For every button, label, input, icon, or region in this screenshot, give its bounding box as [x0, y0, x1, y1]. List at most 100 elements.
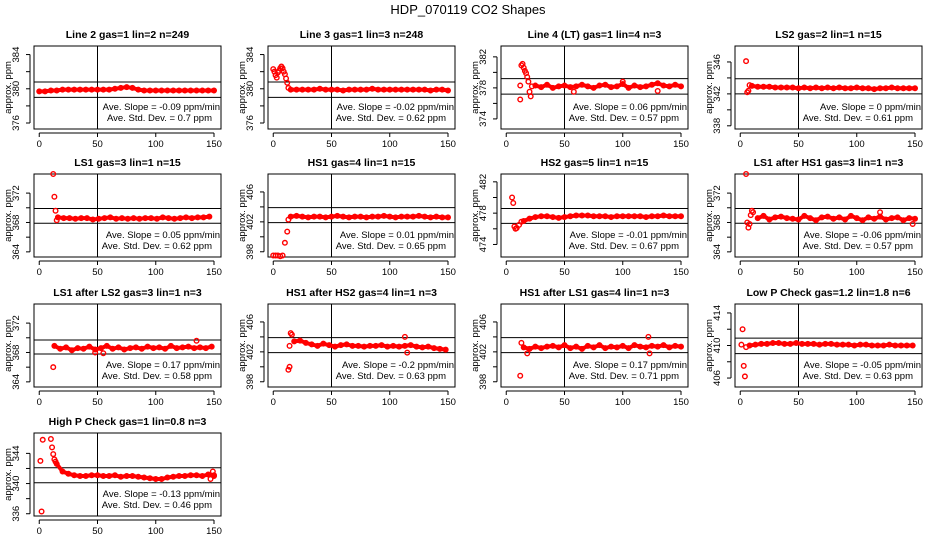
panel: Line 2 gas=1 lin=2 n=249 0 50 100 150 376 380 3… — [3, 29, 222, 150]
x-tick-label: 150 — [673, 139, 689, 150]
data-point — [199, 87, 206, 94]
data-point — [111, 85, 118, 92]
x-tick-label: 50 — [793, 397, 804, 408]
ave-slope-text: Ave. Slope = -0.05 ppm/min — [804, 360, 921, 371]
data-point — [608, 214, 615, 221]
data-point — [421, 86, 428, 93]
ave-slope-text: Ave. Slope = 0.01 ppm/min — [340, 230, 454, 241]
data-point — [132, 344, 139, 351]
data-point — [293, 212, 300, 219]
data-point — [187, 87, 194, 94]
data-point — [865, 85, 872, 92]
data-point — [130, 215, 137, 222]
plot-box — [734, 173, 923, 258]
data-point — [331, 343, 338, 350]
data-point — [863, 341, 870, 348]
data-point — [95, 215, 102, 222]
data-point — [894, 214, 901, 221]
data-point — [789, 84, 796, 91]
data-point — [398, 86, 405, 93]
y-tick-label: 410 — [712, 338, 723, 354]
data-point — [666, 344, 673, 351]
data-point — [60, 215, 67, 222]
data-point — [82, 86, 89, 93]
ave-slope-text: Ave. Slope = -0.09 ppm/min — [103, 102, 220, 113]
data-point — [874, 342, 881, 349]
data-point — [177, 215, 184, 222]
data-point — [758, 340, 765, 347]
data-point — [631, 213, 638, 220]
data-point — [528, 83, 535, 90]
y-tick-label: 402 — [245, 214, 256, 230]
data-point — [584, 212, 591, 219]
data-point — [643, 344, 650, 351]
data-point — [795, 216, 802, 223]
data-point — [38, 508, 45, 515]
data-point — [807, 85, 814, 92]
data-point — [293, 86, 300, 93]
data-point — [643, 214, 650, 221]
data-point — [584, 342, 591, 349]
plot-box — [267, 303, 456, 388]
data-point — [538, 213, 545, 220]
data-point — [573, 343, 580, 350]
data-point — [561, 342, 568, 349]
plot-box — [33, 432, 222, 517]
data-point — [84, 215, 91, 222]
data-point — [71, 86, 78, 93]
data-point — [839, 341, 846, 348]
panel: LS2 gas=2 lin=1 n=15 0 50 100 150 338 342 346ap… — [704, 29, 923, 150]
data-point — [778, 213, 785, 220]
data-point — [425, 343, 432, 350]
data-point — [188, 215, 195, 222]
data-point — [322, 86, 329, 93]
data-point — [787, 340, 794, 347]
data-point — [396, 343, 403, 350]
data-point — [421, 213, 428, 220]
y-tick-label: 414 — [712, 305, 723, 321]
y-tick-label: 478 — [478, 205, 489, 221]
ave-slope-text: Ave. Slope = 0.17 ppm/min — [573, 360, 687, 371]
x-tick-label: 150 — [206, 526, 222, 537]
data-point — [291, 338, 298, 345]
plot-box — [267, 173, 456, 258]
data-point — [445, 87, 452, 94]
data-point — [50, 451, 57, 458]
data-point — [361, 343, 368, 350]
data-point — [200, 214, 207, 221]
data-point — [648, 342, 655, 349]
data-point — [830, 215, 837, 222]
data-point — [433, 213, 440, 220]
y-axis-label: approx. ppm — [704, 319, 715, 372]
data-point — [285, 366, 292, 373]
data-point — [520, 64, 527, 71]
data-point — [183, 214, 190, 221]
data-point — [384, 343, 391, 350]
data-point — [285, 84, 292, 91]
data-point — [561, 214, 568, 221]
data-point — [760, 212, 767, 219]
data-point — [590, 84, 597, 91]
data-point — [89, 216, 96, 223]
data-point — [111, 472, 118, 479]
data-point — [527, 93, 534, 100]
x-tick-label: 150 — [907, 267, 923, 278]
plot-box — [734, 45, 923, 130]
data-point — [525, 78, 532, 85]
data-point — [51, 342, 58, 349]
data-point — [176, 87, 183, 94]
data-point — [602, 213, 609, 220]
data-point — [59, 468, 66, 475]
data-point — [47, 436, 54, 443]
data-point — [206, 213, 213, 220]
data-point — [532, 214, 539, 221]
y-tick-label: 364 — [11, 244, 22, 260]
data-point — [637, 84, 644, 91]
data-point — [138, 345, 145, 352]
data-point — [121, 346, 128, 353]
data-point — [868, 342, 875, 349]
data-point — [880, 342, 887, 349]
data-point — [372, 342, 379, 349]
data-point — [284, 228, 291, 235]
data-point — [392, 214, 399, 221]
